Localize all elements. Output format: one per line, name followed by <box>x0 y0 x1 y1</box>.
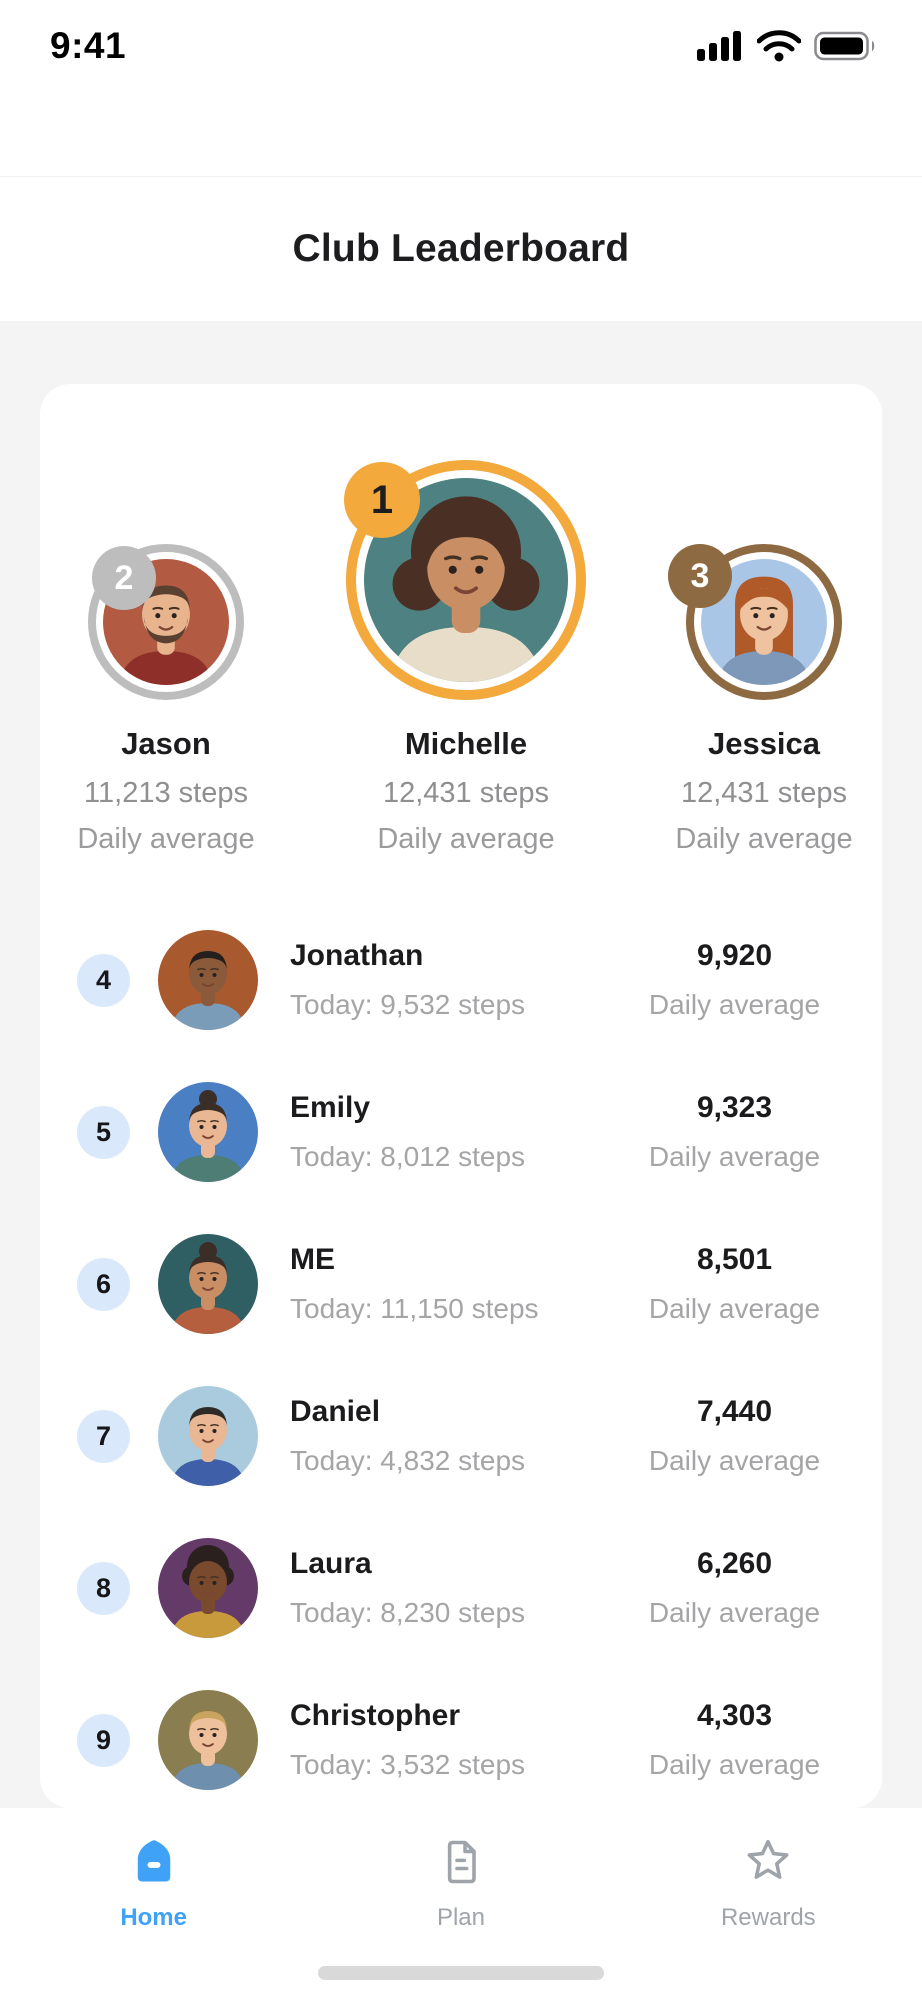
header-divider <box>0 0 922 177</box>
row-average: 9,920 Daily average <box>627 938 842 1022</box>
page-title: Club Leaderboard <box>292 227 630 270</box>
rank-badge: 5 <box>77 1105 130 1159</box>
average-value: 8,501 <box>696 1243 773 1276</box>
cellular-signal-icon <box>697 31 741 61</box>
member-name: Emily <box>290 1091 371 1124</box>
average-label: Daily average <box>648 1141 821 1172</box>
today-steps: Today: 3,532 steps <box>290 1749 526 1780</box>
podium-avatar-ring: 3 <box>668 544 842 700</box>
leaderboard-row[interactable]: 6 ME Today: 11,150 steps 8,501 Daily ave… <box>40 1208 882 1360</box>
podium-steps: 12,431 steps <box>382 777 550 809</box>
podium-entry-rank-3: 3 Jessica 12,431 steps Daily average <box>614 544 882 856</box>
member-name: ME <box>290 1243 335 1276</box>
average-value: 9,323 <box>696 1091 773 1124</box>
rank-badge: 7 <box>77 1409 130 1463</box>
average-value: 9,920 <box>696 939 773 972</box>
rank-badge: 2 <box>92 546 156 610</box>
today-steps: Today: 8,230 steps <box>290 1597 526 1628</box>
nav-label: Plan <box>436 1904 486 1931</box>
member-name: Daniel <box>290 1395 381 1428</box>
today-steps: Today: 8,012 steps <box>290 1141 526 1172</box>
podium-sub-label: Daily average <box>77 823 255 855</box>
leaderboard-row[interactable]: 8 Laura Today: 8,230 steps 6,260 Daily a… <box>40 1512 882 1664</box>
rank-badge: 6 <box>77 1257 130 1311</box>
avatar <box>158 1082 258 1182</box>
row-average: 4,303 Daily average <box>627 1698 842 1782</box>
row-info: Christopher Today: 3,532 steps <box>290 1698 627 1782</box>
status-time: 9:41 <box>50 25 127 66</box>
podium-sub-label: Daily average <box>675 823 853 855</box>
row-info: Emily Today: 8,012 steps <box>290 1090 627 1174</box>
nav-item-rewards[interactable]: Rewards <box>615 1808 922 2000</box>
row-info: Laura Today: 8,230 steps <box>290 1546 627 1630</box>
row-average: 6,260 Daily average <box>627 1546 842 1630</box>
member-name: Laura <box>290 1547 372 1580</box>
podium-sub-label: Daily average <box>377 823 555 855</box>
podium: 2 Jason 11,213 steps Daily average 1 Mic… <box>40 384 882 855</box>
podium-entry-rank-2: 2 Jason 11,213 steps Daily average <box>40 544 316 856</box>
rank-badge: 3 <box>668 544 732 608</box>
leaderboard-row[interactable]: 7 Daniel Today: 4,832 steps 7,440 Daily … <box>40 1360 882 1512</box>
header: Club Leaderboard <box>0 177 922 321</box>
average-value: 4,303 <box>696 1699 773 1732</box>
average-label: Daily average <box>648 1749 821 1780</box>
average-label: Daily average <box>648 1597 821 1628</box>
avatar <box>158 1538 258 1638</box>
row-average: 9,323 Daily average <box>627 1090 842 1174</box>
rank-badge: 8 <box>77 1561 130 1615</box>
wifi-icon <box>757 30 801 62</box>
today-steps: Today: 11,150 steps <box>290 1293 539 1324</box>
average-label: Daily average <box>648 1293 821 1324</box>
average-label: Daily average <box>648 1445 821 1476</box>
row-average: 7,440 Daily average <box>627 1394 842 1478</box>
nav-label: Home <box>120 1904 187 1931</box>
avatar <box>158 1690 258 1790</box>
today-steps: Today: 4,832 steps <box>290 1445 526 1476</box>
podium-name: Michelle <box>404 726 528 761</box>
member-name: Jonathan <box>290 939 424 972</box>
average-value: 6,260 <box>696 1547 773 1580</box>
today-steps: Today: 9,532 steps <box>290 989 526 1020</box>
status-bar: 9:41 <box>0 0 922 72</box>
podium-name: Jessica <box>707 726 821 761</box>
leaderboard-row[interactable]: 4 Jonathan Today: 9,532 steps 9,920 Dail… <box>40 904 882 1056</box>
plan-icon <box>447 1840 476 1884</box>
member-name: Christopher <box>290 1699 461 1732</box>
home-icon <box>137 1840 170 1882</box>
average-value: 7,440 <box>696 1395 773 1428</box>
avatar <box>158 1234 258 1334</box>
leaderboard-list: 4 Jonathan Today: 9,532 steps 9,920 Dail… <box>40 848 882 1808</box>
battery-icon <box>814 31 875 61</box>
home-indicator[interactable] <box>318 1966 604 1980</box>
rank-badge: 9 <box>77 1713 130 1767</box>
row-info: Daniel Today: 4,832 steps <box>290 1394 627 1478</box>
podium-entry-rank-1: 1 Michelle 12,431 steps Daily average <box>316 460 616 856</box>
podium-name: Jason <box>121 726 211 761</box>
avatar <box>364 478 568 682</box>
avatar <box>158 930 258 1030</box>
podium-steps: 11,213 steps <box>84 777 248 809</box>
podium-avatar-ring: 2 <box>88 544 244 700</box>
leaderboard-row[interactable]: 5 Emily Today: 8,012 steps 9,323 Daily a… <box>40 1056 882 1208</box>
leaderboard-card: 2 Jason 11,213 steps Daily average 1 Mic… <box>40 384 882 1808</box>
nav-item-home[interactable]: Home <box>0 1808 307 2000</box>
rewards-icon <box>747 1839 789 1879</box>
average-label: Daily average <box>648 989 821 1020</box>
nav-item-plan[interactable]: Plan <box>307 1808 614 2000</box>
leaderboard-row[interactable]: 9 Christopher Today: 3,532 steps 4,303 D… <box>40 1664 882 1808</box>
row-info: Jonathan Today: 9,532 steps <box>290 938 627 1022</box>
row-info: ME Today: 11,150 steps <box>290 1242 627 1326</box>
podium-avatar-ring: 1 <box>344 460 586 700</box>
avatar <box>158 1386 258 1486</box>
status-icons <box>696 29 880 63</box>
nav-label: Rewards <box>720 1904 816 1931</box>
podium-steps: 12,431 steps <box>680 777 848 809</box>
row-average: 8,501 Daily average <box>627 1242 842 1326</box>
rank-badge: 1 <box>344 462 420 538</box>
rank-badge: 4 <box>77 953 130 1007</box>
